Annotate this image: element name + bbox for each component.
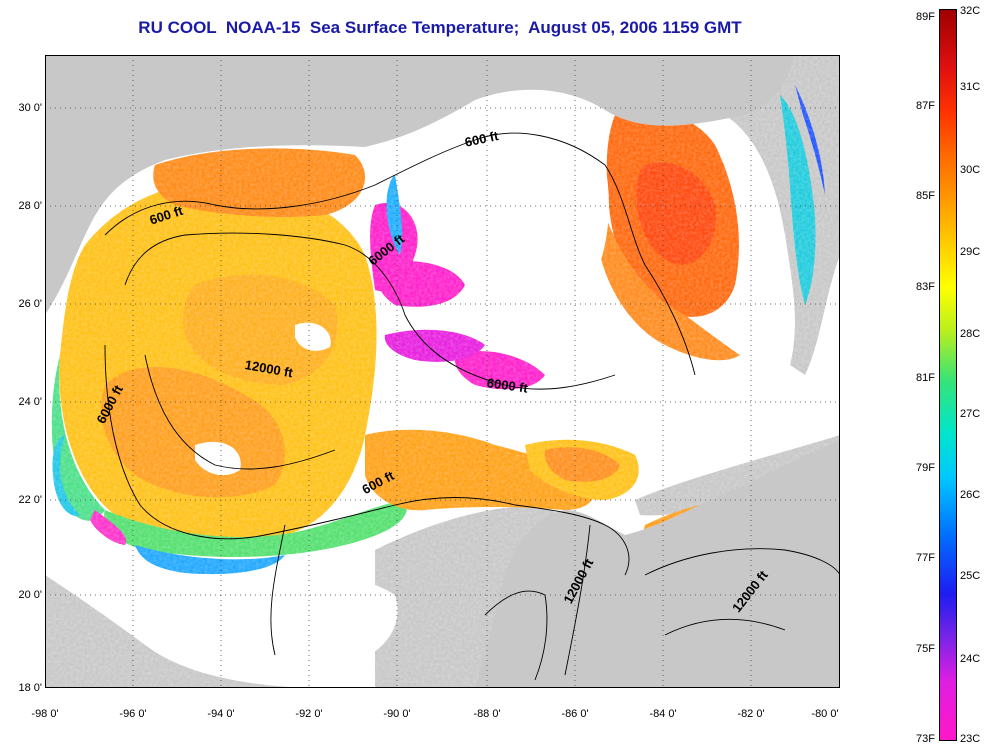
colorbar-f-label: 81F: [916, 372, 935, 384]
colorbar-f-label: 75F: [916, 643, 935, 655]
colorbar-c-label: 30C: [960, 164, 981, 176]
lat-tick-label: 26 0': [18, 298, 42, 310]
lon-tick-label: -82 0': [737, 708, 765, 720]
lat-tick-label: 28 0': [18, 200, 42, 212]
colorbar-c-label: 27C: [960, 408, 981, 420]
sst-map-canvas: [45, 55, 840, 688]
colorbar-f-label: 73F: [916, 733, 935, 745]
colorbar-c-label: 25C: [960, 570, 981, 582]
colorbar-f-label: 85F: [916, 190, 935, 202]
lat-tick-label: 22 0': [18, 494, 42, 506]
colorbar-fahrenheit-labels: 89F 87F 85F 83F 81F 79F 77F 75F 73F: [880, 9, 935, 745]
lon-tick-label: -96 0': [119, 708, 147, 720]
colorbar-c-label: 23C: [960, 733, 981, 745]
colorbar-f-label: 83F: [916, 281, 935, 293]
colorbar-f-label: 79F: [916, 462, 935, 474]
lon-tick-label: -92 0': [295, 708, 323, 720]
map-border: [45, 55, 840, 688]
colorbar-celsius-labels: 32C 31C 30C 29C 28C 27C 26C 25C 24C 23C: [958, 5, 992, 745]
sst-map: 600 ft 600 ft 600 ft 6000 ft 6000 ft 600…: [45, 55, 840, 688]
lat-tick-label: 24 0': [18, 396, 42, 408]
colorbar-f-label: 89F: [916, 11, 935, 23]
colorbar-c-label: 29C: [960, 246, 981, 258]
colorbar-c-label: 32C: [960, 5, 981, 17]
lon-tick-label: -90 0': [383, 708, 411, 720]
latitude-axis: 30 0' 28 0' 26 0' 24 0' 22 0' 20 0' 18 0…: [0, 55, 42, 694]
lon-tick-label: -98 0': [31, 708, 59, 720]
colorbar-c-label: 24C: [960, 653, 981, 665]
colorbar-f-label: 77F: [916, 552, 935, 564]
longitude-axis: -98 0' -96 0' -94 0' -92 0' -90 0' -88 0…: [31, 708, 840, 722]
lon-tick-label: -84 0': [649, 708, 677, 720]
lat-lon-grid: [45, 55, 840, 688]
colorbar-c-label: 31C: [960, 81, 981, 93]
lon-tick-label: -88 0': [473, 708, 501, 720]
temperature-colorbar: [939, 9, 957, 741]
bathymetry-contours: [104, 132, 840, 681]
lat-tick-label: 18 0': [18, 682, 42, 694]
colorbar-f-label: 87F: [916, 100, 935, 112]
map-title: RU COOL NOAA-15 Sea Surface Temperature;…: [138, 18, 742, 37]
lon-tick-label: -80 0': [811, 708, 839, 720]
colorbar-c-label: 28C: [960, 328, 981, 340]
lat-tick-label: 30 0': [18, 102, 42, 114]
lon-tick-label: -86 0': [561, 708, 589, 720]
colorbar-c-label: 26C: [960, 489, 981, 501]
lon-tick-label: -94 0': [207, 708, 235, 720]
lat-tick-label: 20 0': [18, 589, 42, 601]
